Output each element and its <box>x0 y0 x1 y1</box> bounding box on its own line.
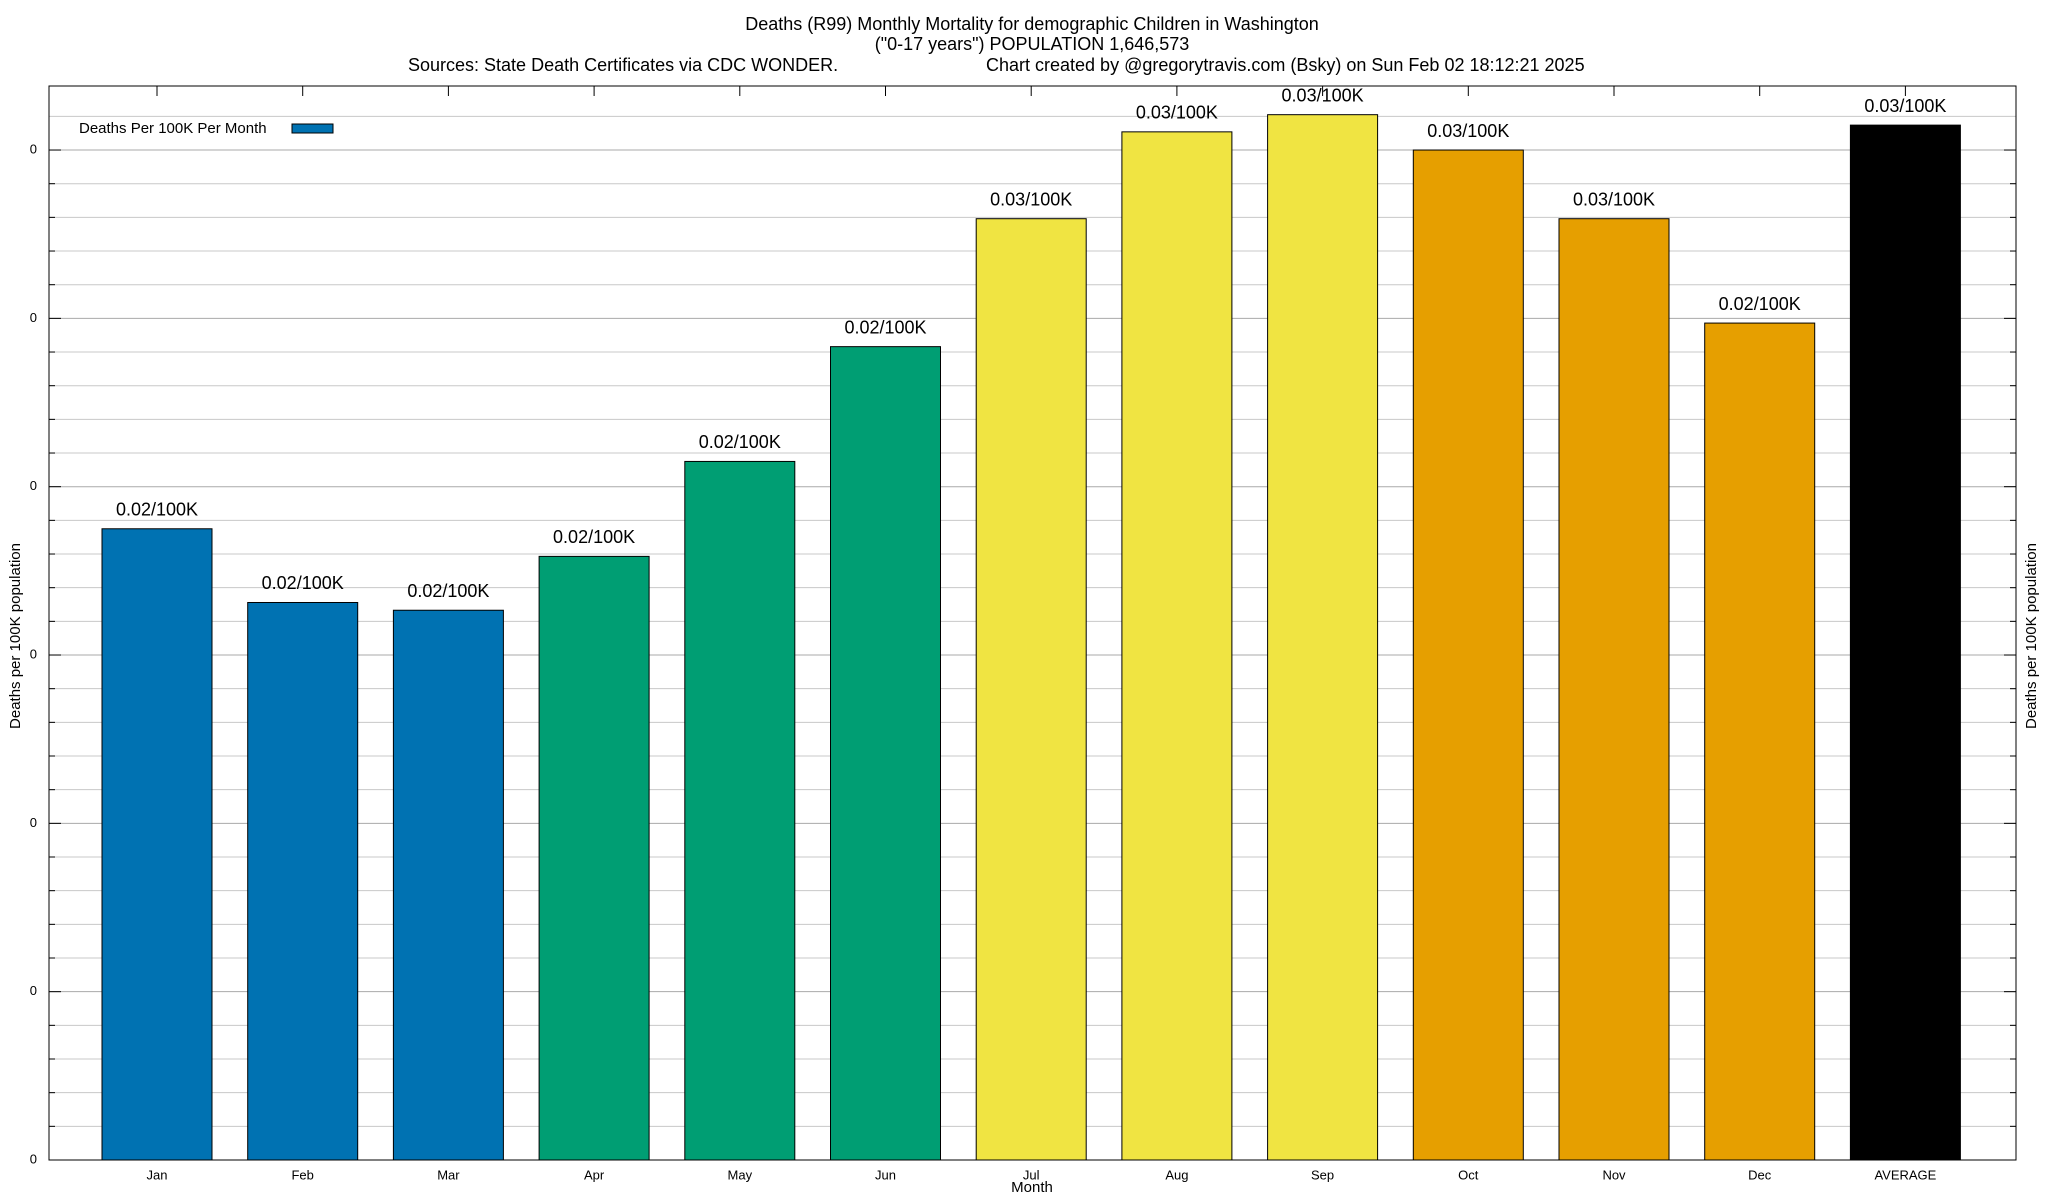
data-label: 0.02/100K <box>699 432 781 452</box>
legend-swatch <box>291 123 334 134</box>
y-tick-label: 0 <box>30 815 37 830</box>
data-label: 0.02/100K <box>844 317 926 337</box>
chart-title: Deaths (R99) Monthly Mortality for demog… <box>745 14 1319 34</box>
data-label: 0.02/100K <box>116 500 198 520</box>
data-label: 0.02/100K <box>1719 294 1801 314</box>
x-tick-label: Dec <box>1748 1167 1772 1182</box>
x-tick-label: Aug <box>1165 1167 1188 1182</box>
x-tick-label: Oct <box>1458 1167 1479 1182</box>
bar <box>1267 114 1379 1161</box>
y2-axis-label: Deaths per 100K population <box>2023 543 2040 729</box>
bar <box>830 346 941 1161</box>
x-tick-label: Nov <box>1602 1167 1626 1182</box>
y-tick-label: 0 <box>30 646 37 661</box>
y-tick-label: 0 <box>30 478 37 493</box>
data-label: 0.03/100K <box>1136 103 1218 123</box>
bar <box>392 609 504 1161</box>
bar <box>1412 149 1524 1161</box>
chart-source: Sources: State Death Certificates via CD… <box>408 55 838 75</box>
bar <box>1558 218 1670 1161</box>
plot-frame <box>48 85 2017 1161</box>
data-label: 0.03/100K <box>1282 85 1364 105</box>
bar <box>684 460 796 1161</box>
x-tick-label: May <box>728 1167 753 1182</box>
x-tick-label: AVERAGE <box>1874 1167 1936 1182</box>
bar <box>1704 322 1816 1161</box>
x-tick-label: Apr <box>584 1167 605 1182</box>
data-label: 0.03/100K <box>990 189 1072 209</box>
y-tick-label: 0 <box>30 983 37 998</box>
x-tick-label: Mar <box>437 1167 460 1182</box>
bar <box>101 528 213 1161</box>
bar <box>247 601 359 1161</box>
x-tick-label: Jan <box>147 1167 168 1182</box>
x-tick-label: Jun <box>875 1167 896 1182</box>
bar <box>975 218 1087 1161</box>
x-tick-label: Feb <box>291 1167 313 1182</box>
bar <box>1849 124 1961 1161</box>
chart-subtitle: ("0-17 years") POPULATION 1,646,573 <box>875 34 1190 54</box>
y-tick-label: 0 <box>30 310 37 325</box>
data-label: 0.02/100K <box>262 573 344 593</box>
y-tick-label: 0 <box>30 1151 37 1166</box>
bar <box>538 555 650 1161</box>
data-label: 0.02/100K <box>407 581 489 601</box>
x-axis-label: Month <box>1011 1179 1053 1196</box>
bar <box>1121 131 1233 1161</box>
data-label: 0.03/100K <box>1573 189 1655 209</box>
chart-credit: Chart created by @gregorytravis.com (Bsk… <box>986 55 1585 75</box>
data-label: 0.02/100K <box>553 527 635 547</box>
y-tick-label: 0 <box>30 141 37 156</box>
data-label: 0.03/100K <box>1864 96 1946 116</box>
legend-label: Deaths Per 100K Per Month <box>79 120 267 137</box>
data-label: 0.03/100K <box>1427 121 1509 141</box>
x-tick-label: Sep <box>1311 1167 1334 1182</box>
y-axis-label: Deaths per 100K population <box>7 543 24 729</box>
x-tick-label: Jul <box>1023 1167 1040 1182</box>
